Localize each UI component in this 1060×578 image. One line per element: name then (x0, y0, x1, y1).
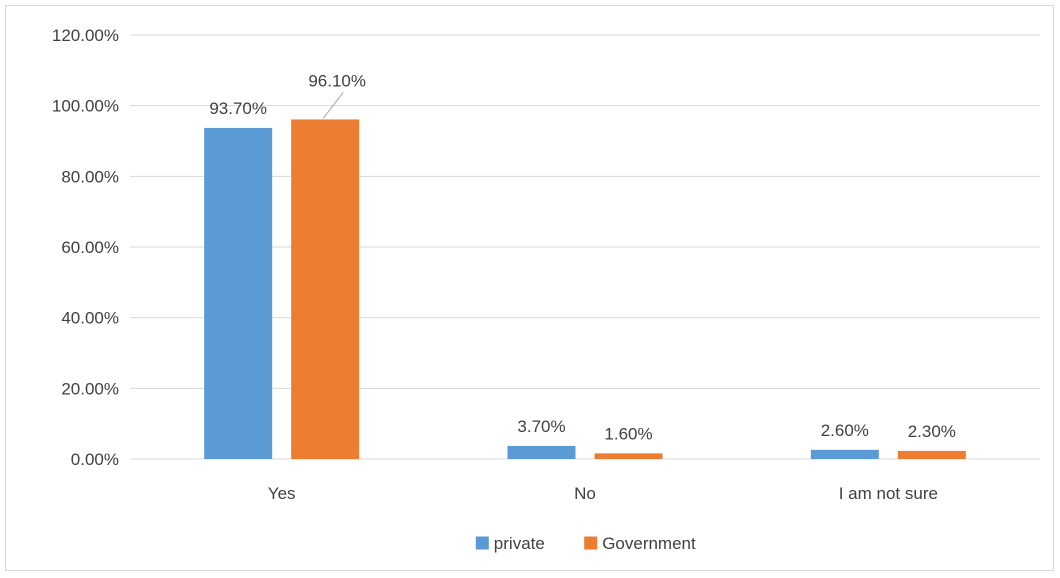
data-label: 3.70% (517, 417, 565, 436)
bar-private-2 (810, 449, 879, 459)
data-label: 96.10% (308, 71, 366, 90)
bar-private-1 (507, 445, 576, 459)
y-tick-label: 20.00% (61, 379, 119, 398)
data-label: 2.30% (908, 422, 956, 441)
y-tick-label: 80.00% (61, 167, 119, 186)
legend-label-private: private (494, 534, 545, 553)
chart-frame (5, 5, 1054, 571)
y-tick-label: 60.00% (61, 238, 119, 257)
x-category-label: Yes (268, 484, 296, 503)
y-tick-label: 0.00% (71, 450, 119, 469)
bar-private-0 (204, 127, 273, 459)
data-label-leader-line (322, 92, 344, 119)
x-category-label: No (574, 484, 596, 503)
data-label: 2.60% (821, 421, 869, 440)
legend-swatch-private (475, 536, 489, 550)
data-label: 1.60% (604, 424, 652, 443)
data-label: 93.70% (209, 99, 267, 118)
bar-government-0 (291, 119, 360, 460)
x-category-label: I am not sure (839, 484, 938, 503)
legend-label-government: Government (602, 534, 696, 553)
legend-swatch-government (584, 536, 598, 550)
y-tick-label: 120.00% (52, 26, 119, 45)
bar-government-1 (594, 453, 663, 459)
bar-government-2 (897, 450, 966, 459)
y-tick-label: 40.00% (61, 309, 119, 328)
y-tick-label: 100.00% (52, 97, 119, 116)
